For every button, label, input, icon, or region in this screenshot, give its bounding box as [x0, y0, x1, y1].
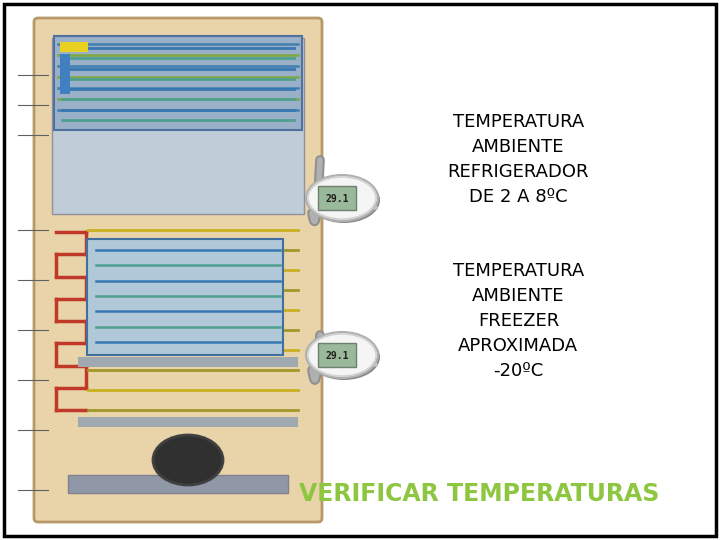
Bar: [60, 54, 70, 94]
Bar: [318, 343, 356, 367]
Ellipse shape: [306, 332, 378, 378]
Bar: [78, 417, 298, 427]
Ellipse shape: [308, 177, 376, 219]
FancyBboxPatch shape: [54, 36, 302, 130]
Ellipse shape: [153, 435, 223, 485]
Text: TEMPERATURA
AMBIENTE
REFRIGERADOR
DE 2 A 8ºC: TEMPERATURA AMBIENTE REFRIGERADOR DE 2 A…: [448, 113, 589, 206]
Ellipse shape: [308, 334, 380, 380]
Text: TEMPERATURA
AMBIENTE
FREEZER
APROXIMADA
-20ºC: TEMPERATURA AMBIENTE FREEZER APROXIMADA …: [453, 262, 584, 380]
Ellipse shape: [308, 177, 380, 223]
Bar: [78, 357, 298, 367]
Text: 29.1: 29.1: [325, 194, 348, 204]
Text: 29.1: 29.1: [325, 351, 348, 361]
Bar: [68, 475, 288, 493]
Bar: [52, 38, 304, 214]
FancyBboxPatch shape: [87, 239, 283, 355]
Ellipse shape: [306, 175, 378, 221]
Bar: [318, 186, 356, 210]
FancyBboxPatch shape: [34, 18, 322, 522]
Bar: [60, 42, 88, 52]
Ellipse shape: [308, 334, 376, 376]
Text: VERIFICAR TEMPERATURAS: VERIFICAR TEMPERATURAS: [299, 482, 659, 506]
